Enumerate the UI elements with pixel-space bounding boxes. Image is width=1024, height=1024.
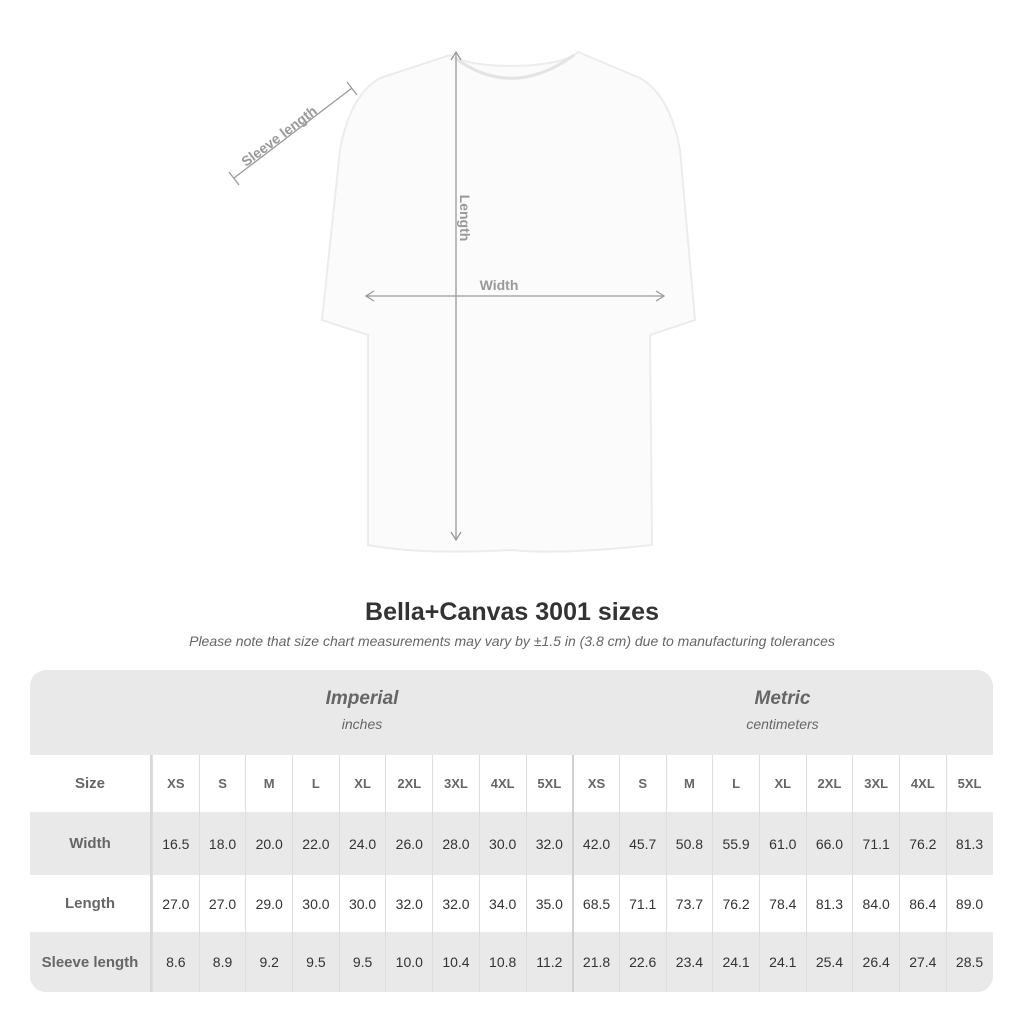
imperial-value-cell: 27.0 [152,875,199,932]
tolerance-note: Please note that size chart measurements… [189,633,835,649]
metric-value-cell: 78.4 [758,875,806,932]
metric-value-cell: 25.4 [805,932,853,992]
imperial-value-cell: 30.0 [338,875,386,932]
imperial-value-cell: 16.5 [152,812,199,875]
metric-value-cell: 71.1 [618,875,666,932]
metric-value-cell: 50.8 [665,812,713,875]
metric-value-cell: 68.5 [572,875,619,932]
imperial-value-cell: 10.4 [432,932,479,992]
imperial-value-cell: 8.9 [198,932,246,992]
tshirt-shape [320,50,697,553]
imperial-value-cell: 30.0 [292,875,339,932]
imperial-value-cell: 20.0 [245,812,292,875]
metric-value-cell: 73.7 [665,875,713,932]
metric-size-header: 5XL [945,755,993,812]
imperial-value-cell: 32.0 [432,875,479,932]
metric-unit: centimeters [746,716,819,732]
imperial-size-header: 2XL [385,755,432,812]
imperial-value-cell: 27.0 [198,875,246,932]
metric-value-cell: 22.6 [618,932,666,992]
imperial-value-cell: 35.0 [525,875,573,932]
imperial-value-cell: 24.0 [338,812,386,875]
metric-size-header: XL [758,755,806,812]
metric-value-cell: 84.0 [852,875,899,932]
width-label: Width [480,277,519,293]
metric-value-cell: 26.4 [852,932,899,992]
metric-value-cell: 81.3 [805,875,853,932]
metric-value-cell: 66.0 [805,812,853,875]
imperial-unit: inches [341,716,383,732]
imperial-size-header: XL [338,755,386,812]
metric-value-cell: 55.9 [712,812,759,875]
imperial-value-cell: 9.5 [292,932,339,992]
metric-size-header: XS [572,755,619,812]
imperial-value-cell: 9.2 [245,932,292,992]
metric-label: Metric [754,688,811,709]
imperial-value-cell: 34.0 [478,875,526,932]
imperial-value-cell: 18.0 [198,812,246,875]
metric-value-cell: 23.4 [665,932,713,992]
metric-value-cell: 61.0 [758,812,806,875]
imperial-size-header: M [245,755,292,812]
metric-header: Metric centimeters [572,670,993,755]
imperial-value-cell: 10.8 [478,932,526,992]
metric-size-header: M [665,755,713,812]
imperial-value-cell: 10.0 [385,932,432,992]
imperial-size-header: 4XL [478,755,526,812]
metric-value-cell: 76.2 [899,812,946,875]
size-header-row: Size XS S M L XL 2XL 3XL 4XL 5XL XS S M L XL 2XL 3XL 4XL 5… [30,755,993,812]
imperial-value-cell: 9.5 [338,932,386,992]
imperial-value-cell: 29.0 [245,875,292,932]
row-label: Sleeve length [30,932,152,992]
metric-value-cell: 71.1 [852,812,899,875]
imperial-value-cell: 26.0 [385,812,432,875]
metric-value-cell: 21.8 [572,932,619,992]
imperial-header: Imperial inches [152,670,572,755]
metric-value-cell: 27.4 [899,932,946,992]
metric-value-cell: 45.7 [618,812,666,875]
table-row: Length 27.0 27.0 29.0 30.0 30.0 32.0 32.0 34.0 35… [30,875,993,932]
imperial-size-header: 3XL [432,755,479,812]
metric-size-header: S [618,755,666,812]
row-label: Width [30,812,152,875]
imperial-value-cell: 11.2 [525,932,573,992]
metric-value-cell: 89.0 [945,875,993,932]
metric-value-cell: 81.3 [945,812,993,875]
imperial-size-header: 5XL [525,755,573,812]
imperial-value-cell: 28.0 [432,812,479,875]
metric-size-header: 2XL [805,755,853,812]
row-label: Size [30,755,152,812]
metric-size-header: L [712,755,759,812]
sleeve-length-label: Sleeve length [238,102,320,169]
tshirt-diagram: Width Length Sleeve length [228,50,697,553]
collar [454,53,575,80]
metric-value-cell: 28.5 [945,932,993,992]
length-label: Length [457,195,473,242]
imperial-value-cell: 32.0 [525,812,573,875]
imperial-value-cell: 30.0 [478,812,526,875]
size-table: Imperial inches Metric centimeters Size X… [30,670,993,992]
table-row: Width 16.5 18.0 20.0 22.0 24.0 26.0 28.0 30.0 32.… [30,812,993,875]
imperial-value-cell: 22.0 [292,812,339,875]
imperial-size-header: S [198,755,246,812]
metric-size-header: 3XL [852,755,899,812]
imperial-size-header: L [292,755,339,812]
metric-value-cell: 76.2 [712,875,759,932]
measure-lines [228,50,666,542]
metric-value-cell: 24.1 [758,932,806,992]
imperial-size-header: XS [152,755,199,812]
row-label: Length [30,875,152,932]
imperial-value-cell: 32.0 [385,875,432,932]
imperial-label: Imperial [325,688,399,709]
metric-size-header: 4XL [899,755,946,812]
metric-value-cell: 42.0 [572,812,619,875]
imperial-value-cell: 8.6 [152,932,199,992]
table-row: Sleeve length 8.6 8.9 9.2 9.5 9.5 10.0 10.4 10.8… [30,932,993,992]
metric-value-cell: 86.4 [899,875,946,932]
metric-value-cell: 24.1 [712,932,759,992]
page-title: Bella+Canvas 3001 sizes [365,598,659,626]
